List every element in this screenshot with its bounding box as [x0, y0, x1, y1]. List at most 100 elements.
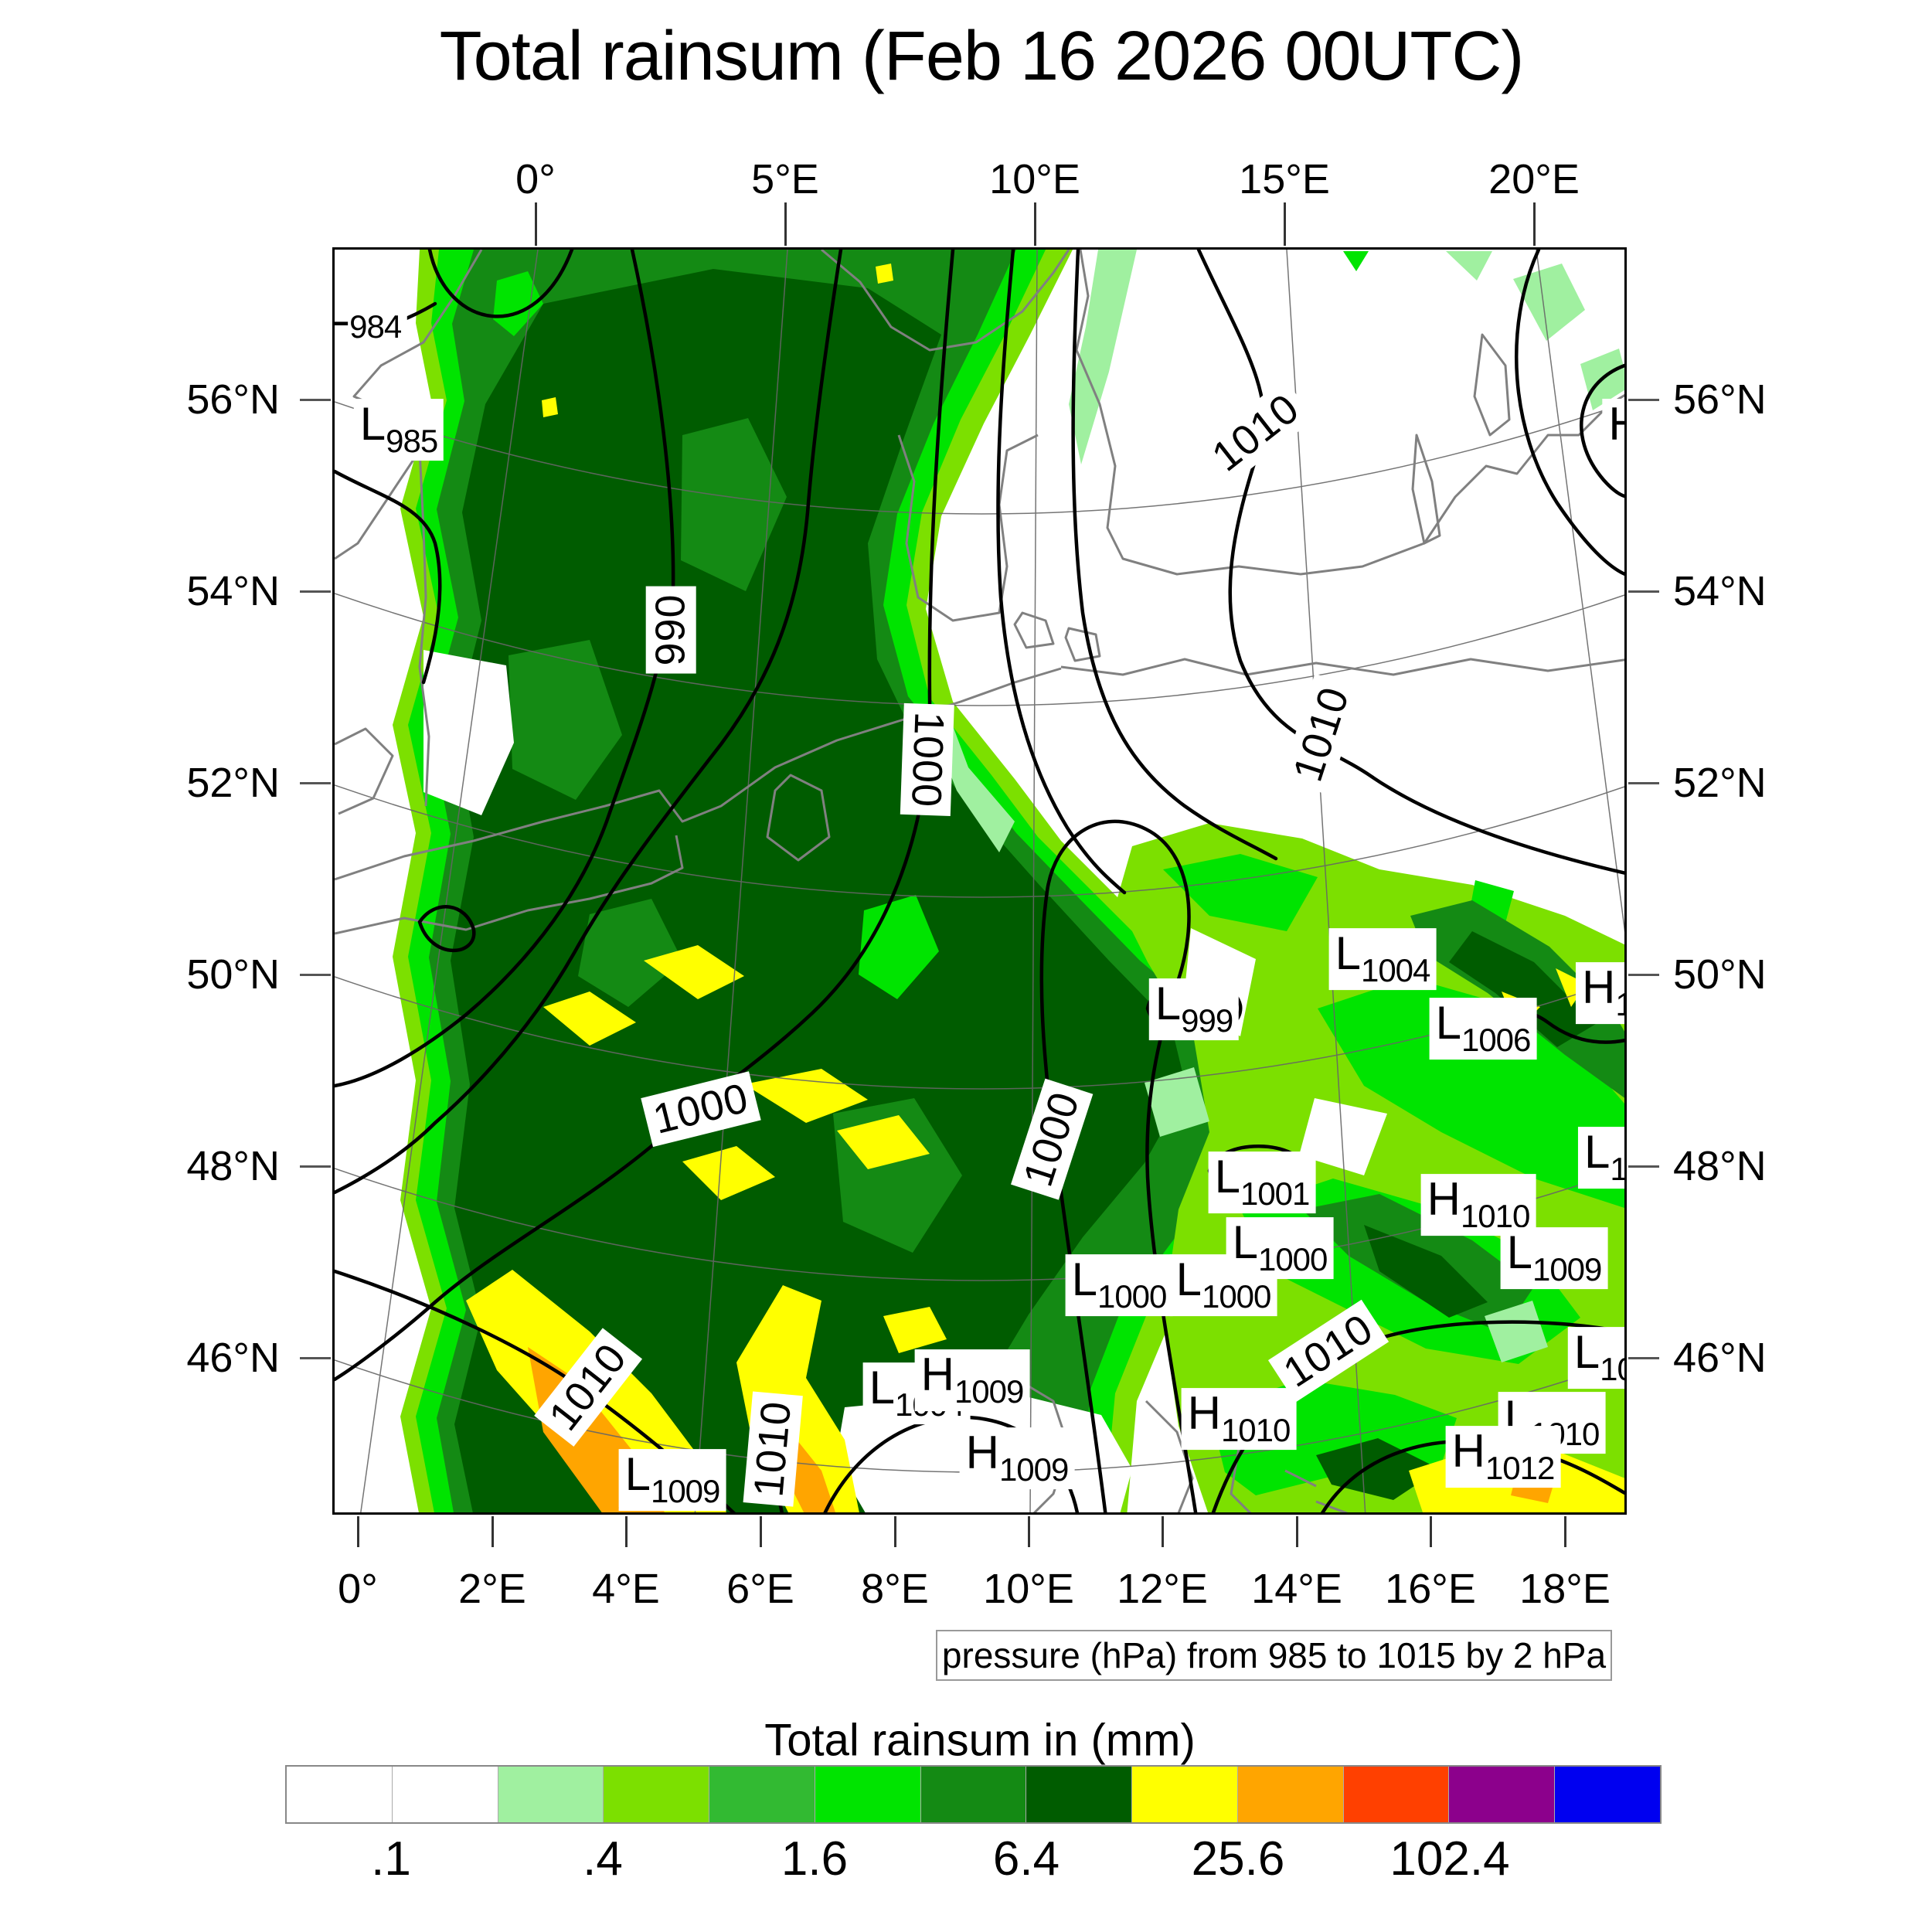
coastlines	[335, 250, 1624, 1512]
lat-label-right: 56°N	[1673, 376, 1767, 423]
legend-title: Total rainsum in (mm)	[764, 1715, 1196, 1766]
low-pressure-label: L999	[1148, 978, 1240, 1040]
lat-label-left: 52°N	[186, 760, 280, 806]
lon-label-bottom: 2°E	[458, 1566, 526, 1612]
rain-pressure-map	[335, 250, 1624, 1512]
lon-tick-top	[1034, 202, 1036, 246]
lat-tick-right	[1628, 974, 1659, 976]
lon-label-bottom: 6°E	[726, 1566, 794, 1612]
colorbar-cell	[604, 1767, 710, 1822]
pressure-value: 984	[349, 308, 402, 345]
high-pressure-label: H	[1602, 398, 1624, 450]
lon-label-top: 15°E	[1239, 156, 1330, 202]
lat-label-right: 48°N	[1673, 1143, 1767, 1189]
pressure-value: 999	[1181, 1002, 1233, 1039]
pressure-letter: H	[1451, 1425, 1485, 1478]
lat-tick-left	[300, 399, 331, 401]
lat-label-left: 54°N	[186, 568, 280, 614]
pressure-caption-text: pressure (hPa) from 985 to 1015 by 2 hPa	[941, 1635, 1607, 1675]
low-pressure-label: L985	[353, 398, 444, 461]
high-pressure-label: H1009	[959, 1427, 1075, 1489]
lon-tick-bottom	[1296, 1516, 1298, 1547]
high-pressure-label: H1012	[1445, 1425, 1561, 1488]
pressure-value: 1009	[954, 1373, 1024, 1410]
pressure-letter: L	[1583, 1126, 1611, 1179]
pressure-letter: H	[920, 1349, 954, 1401]
low-pressure-label: L10	[1577, 1126, 1624, 1189]
lon-tick-bottom	[357, 1516, 359, 1547]
page-title: Total rainsum (Feb 16 2026 00UTC)	[439, 18, 1525, 95]
lat-tick-left	[300, 782, 331, 784]
pressure-value: 1000	[1201, 1278, 1271, 1315]
lon-label-bottom: 0°	[338, 1566, 378, 1612]
low-pressure-label: L101	[1567, 1326, 1624, 1389]
low-pressure-label: L984	[335, 284, 408, 346]
pressure-letter: L	[1155, 978, 1182, 1030]
pressure-letter: L	[1071, 1253, 1097, 1306]
pressure-value: 101	[1600, 1351, 1624, 1388]
pressure-value: 1001	[1240, 1175, 1310, 1213]
low-pressure-label: L1001	[1208, 1151, 1316, 1213]
pressure-value: 1010	[1220, 1412, 1291, 1449]
lon-label-bottom: 12°E	[1117, 1566, 1208, 1612]
colorbar-cell	[920, 1767, 1027, 1822]
pressure-value: 1009	[650, 1473, 720, 1510]
lon-tick-top	[1284, 202, 1286, 246]
pressure-letter: H	[965, 1427, 999, 1479]
low-pressure-label: L1004	[1328, 927, 1437, 990]
pressure-value: 1000	[1097, 1278, 1167, 1315]
lat-label-left: 50°N	[186, 951, 280, 998]
colorbar-cell	[1555, 1767, 1660, 1822]
low-pressure-label: L1000	[1226, 1217, 1334, 1279]
lat-label-right: 52°N	[1673, 760, 1767, 806]
pressure-value: 985	[386, 423, 438, 460]
colorbar-cell	[1237, 1767, 1344, 1822]
lat-tick-left	[300, 1165, 331, 1168]
low-pressure-label: L1009	[618, 1449, 726, 1511]
colorbar-tick-label: .4	[583, 1832, 623, 1886]
isobar-value-label: 990	[645, 586, 696, 674]
lon-tick-top	[1533, 202, 1536, 246]
pressure-letter: L	[1335, 927, 1361, 980]
colorbar-cell	[287, 1767, 393, 1822]
colorbar-cell	[498, 1767, 604, 1822]
lon-label-top: 5°E	[751, 156, 819, 202]
lon-tick-bottom	[625, 1516, 628, 1547]
pressure-letter: L	[1214, 1151, 1240, 1203]
low-pressure-label: L1009	[1500, 1227, 1608, 1289]
colorbar-tick-label: .1	[371, 1832, 411, 1886]
lat-label-right: 50°N	[1673, 951, 1767, 998]
colorbar-cell	[815, 1767, 921, 1822]
lon-label-bottom: 4°E	[592, 1566, 660, 1612]
low-pressure-label: L1006	[1429, 998, 1537, 1060]
pressure-letter: H	[1608, 398, 1624, 450]
high-pressure-label: H1010	[1420, 1174, 1536, 1236]
pressure-value: 1004	[1360, 952, 1430, 989]
lat-tick-right	[1628, 1357, 1659, 1359]
pressure-letter: L	[359, 398, 386, 451]
pressure-value: 1000	[1257, 1241, 1328, 1278]
pressure-value: 1010	[1460, 1198, 1530, 1235]
map-panel: L984L985990100010101010HL999L1004L1006H1…	[332, 247, 1627, 1515]
lat-tick-right	[1628, 590, 1659, 593]
low-pressure-label: L1000	[1065, 1253, 1173, 1316]
colorbar	[285, 1765, 1662, 1824]
pressure-letter: L	[335, 284, 349, 335]
pressure-letter: L	[1573, 1326, 1600, 1379]
colorbar-cell	[1343, 1767, 1450, 1822]
lon-tick-top	[784, 202, 787, 246]
lon-tick-bottom	[760, 1516, 762, 1547]
lat-tick-right	[1628, 1165, 1659, 1168]
lon-label-bottom: 10°E	[983, 1566, 1074, 1612]
pressure-letter: L	[1232, 1216, 1258, 1269]
lon-label-top: 20°E	[1488, 156, 1580, 202]
lon-tick-bottom	[492, 1516, 494, 1547]
lon-tick-bottom	[1162, 1516, 1164, 1547]
lat-tick-left	[300, 974, 331, 976]
pressure-caption: pressure (hPa) from 985 to 1015 by 2 hPa	[936, 1630, 1612, 1681]
pressure-letter: H	[1581, 961, 1616, 1014]
lat-tick-left	[300, 1357, 331, 1359]
high-pressure-label: H1009	[914, 1349, 1030, 1411]
lat-label-left: 48°N	[186, 1143, 280, 1189]
